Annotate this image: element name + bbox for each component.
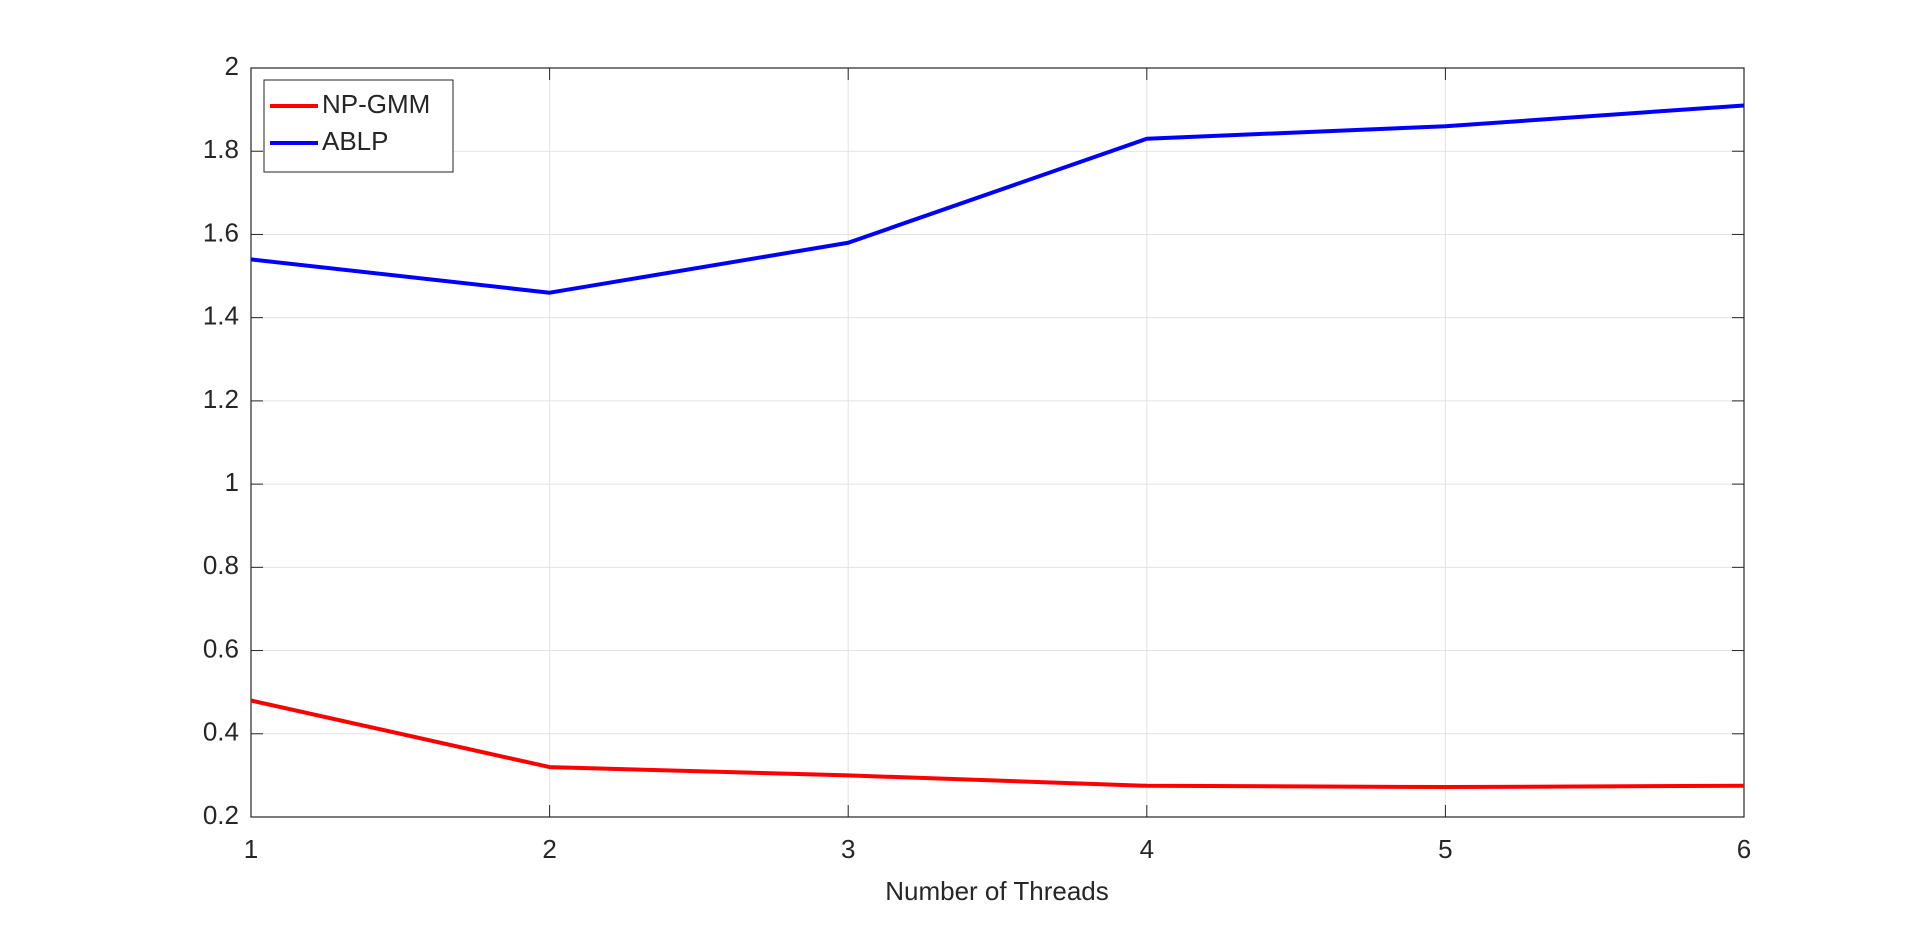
x-tick-label: 4 <box>1140 834 1154 864</box>
y-tick-label: 0.6 <box>203 633 239 663</box>
y-tick-label: 1.4 <box>203 301 239 331</box>
y-tick-label: 0.4 <box>203 717 239 747</box>
x-tick-label: 6 <box>1737 834 1751 864</box>
y-tick-label: 0.8 <box>203 550 239 580</box>
data-line <box>250 698 1745 790</box>
legend-box <box>263 79 454 173</box>
y-tick-label: 0.2 <box>203 800 239 830</box>
y-tick-label: 1.2 <box>203 384 239 414</box>
legend-label: NP-GMM <box>322 89 430 119</box>
y-tick-label: 1 <box>225 467 239 497</box>
x-tick-label: 1 <box>244 834 258 864</box>
y-tick-label: 1.8 <box>203 134 239 164</box>
y-tick-label: 1.6 <box>203 217 239 247</box>
x-tick-label: 3 <box>841 834 855 864</box>
x-tick-label: 2 <box>542 834 556 864</box>
legend-label: ABLP <box>322 126 389 156</box>
axes-box <box>250 67 1745 818</box>
x-tick-label: 5 <box>1438 834 1452 864</box>
y-tick-label: 2 <box>225 51 239 81</box>
data-line <box>250 103 1745 295</box>
plot-area <box>251 68 1744 817</box>
x-axis-label: Number of Threads <box>885 876 1109 906</box>
